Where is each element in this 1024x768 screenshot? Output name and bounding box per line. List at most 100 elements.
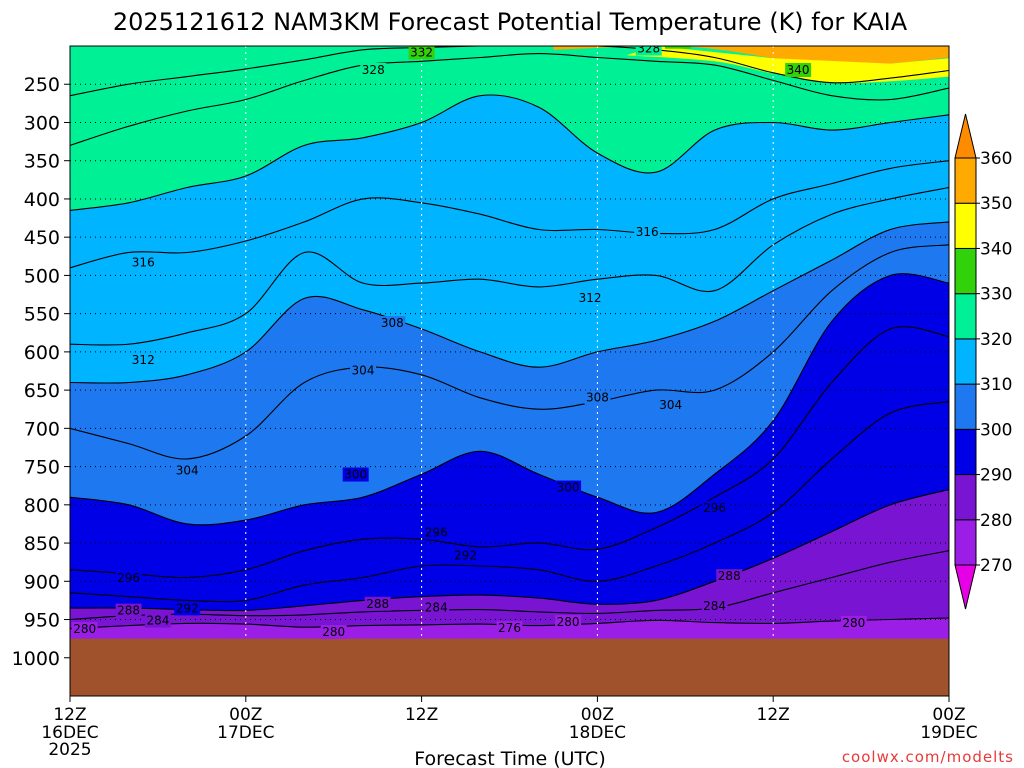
y-tick-label: 550 (24, 304, 60, 326)
y-tick-label: 400 (24, 189, 60, 211)
y-tick-label: 700 (24, 418, 60, 440)
y-tick-label: 500 (24, 265, 60, 287)
colorbar-label: 280 (980, 511, 1012, 531)
ground-surface (70, 638, 949, 696)
contour-label-bg (634, 225, 661, 240)
contour-label-bg (840, 615, 867, 630)
colorbar-label: 300 (980, 420, 1012, 440)
contour-label: 280 (322, 625, 345, 639)
contour-line-284 (70, 550, 949, 621)
contour-line-308 (70, 221, 949, 384)
contour-label: 308 (586, 390, 609, 404)
contour-label-bg (577, 290, 604, 305)
contour-label-bg (716, 569, 743, 584)
contour-label: 292 (454, 549, 477, 563)
colorbar-label: 330 (980, 285, 1012, 305)
contour-fills (70, 46, 949, 696)
colorbar-segment (954, 157, 977, 204)
contour-label: 328 (362, 63, 385, 77)
contour-label: 296 (117, 571, 140, 585)
colorbar-label: 290 (980, 466, 1012, 486)
contour-label: 288 (117, 604, 140, 618)
contour-label-bg (452, 548, 479, 563)
plot-area: 336 332 328 328 340 316 316 312 312 308 308 304 304 3… (70, 46, 949, 696)
contour-label: 296 (425, 526, 448, 540)
contour-label-bg (785, 63, 812, 77)
colorbar-top-arrow (954, 113, 977, 159)
contour-line-324 (70, 53, 949, 146)
y-tick-label: 650 (24, 380, 60, 402)
y-tick-label: 950 (24, 610, 60, 632)
colorbar-label: 360 (980, 149, 1012, 169)
contour-label-bg (408, 46, 435, 60)
contour-label: 304 (352, 364, 375, 378)
contour-label: 284 (703, 599, 726, 613)
contour-line-300 (70, 273, 949, 526)
contour-line-316 (70, 160, 949, 269)
contour-line-296 (70, 326, 949, 579)
colorbar-bottom-arrow (954, 564, 977, 610)
plot-frame (69, 45, 950, 697)
contour-label-bg (379, 316, 406, 331)
y-tick-label: 750 (24, 457, 60, 479)
grid-lines (70, 46, 949, 696)
contour-label: 312 (132, 353, 155, 367)
contour-line-312 (70, 186, 949, 346)
colorbar-label: 310 (980, 375, 1012, 395)
colorbar-label: 350 (980, 194, 1012, 214)
contour-label: 304 (659, 398, 682, 412)
contour-label-bg (130, 255, 157, 270)
colorbar-label: 320 (980, 330, 1012, 350)
colorbar-segment (954, 293, 977, 340)
y-tick-label: 850 (24, 533, 60, 555)
colorbar-segment (954, 383, 977, 430)
contour-label: 340 (787, 63, 810, 77)
y-tick-label: 1000 (12, 648, 60, 670)
x-tick-date: 18DEC (569, 723, 626, 743)
contour-line-328 (70, 46, 949, 97)
contour-label-bg (130, 352, 157, 367)
x-tick-label: 12Z (757, 705, 790, 725)
contour-label-bg (115, 603, 142, 618)
contour-label: 280 (842, 616, 865, 630)
contour-label-bg (555, 615, 582, 630)
contour-label: 316 (132, 256, 155, 270)
contour-label-bg (174, 601, 201, 616)
credit-text: coolwx.com/modelts (842, 748, 1014, 766)
warm-region-340 (553, 46, 949, 67)
x-tick-date: 17DEC (217, 723, 274, 743)
contour-label-bg (115, 570, 142, 585)
contour-line-304 (70, 244, 949, 460)
y-tick-label: 800 (24, 495, 60, 517)
contour-label-bg (364, 596, 391, 611)
contour-label-bg (174, 463, 201, 478)
contour-label-bg (701, 501, 728, 516)
contour-label-bg (350, 363, 376, 378)
contour-label: 312 (579, 291, 602, 305)
contour-labels: 336 332 328 328 340 316 316 312 312 308 308 304 304 3… (71, 46, 867, 640)
contour-label-bg (360, 63, 387, 77)
x-tick-year: 2025 (48, 740, 91, 760)
contour-label: 292 (176, 601, 199, 615)
colorbar-segment (954, 338, 977, 385)
contour-label-bg (657, 397, 684, 412)
x-tick-label: 00Z (932, 705, 965, 725)
contour-label-bg (423, 525, 450, 540)
contour-label-bg (144, 613, 171, 628)
colorbar-segment (954, 519, 977, 566)
contour-line-288 (70, 488, 949, 612)
contour-label: 284 (425, 601, 448, 615)
x-tick-label: 00Z (229, 705, 262, 725)
x-tick-label: 00Z (581, 705, 614, 725)
contour-label: 284 (146, 614, 169, 628)
colorbar-label: 270 (980, 556, 1012, 576)
colorbar-segment (954, 247, 977, 295)
colorbar-label: 340 (980, 239, 1012, 259)
x-tick-date: 16DEC (41, 723, 98, 743)
chart-title: 2025121612 NAM3KM Forecast Potential Tem… (113, 8, 908, 36)
contour-label: 280 (557, 615, 580, 629)
contour-line-292 (70, 401, 949, 603)
colorbar-segment (954, 202, 977, 249)
